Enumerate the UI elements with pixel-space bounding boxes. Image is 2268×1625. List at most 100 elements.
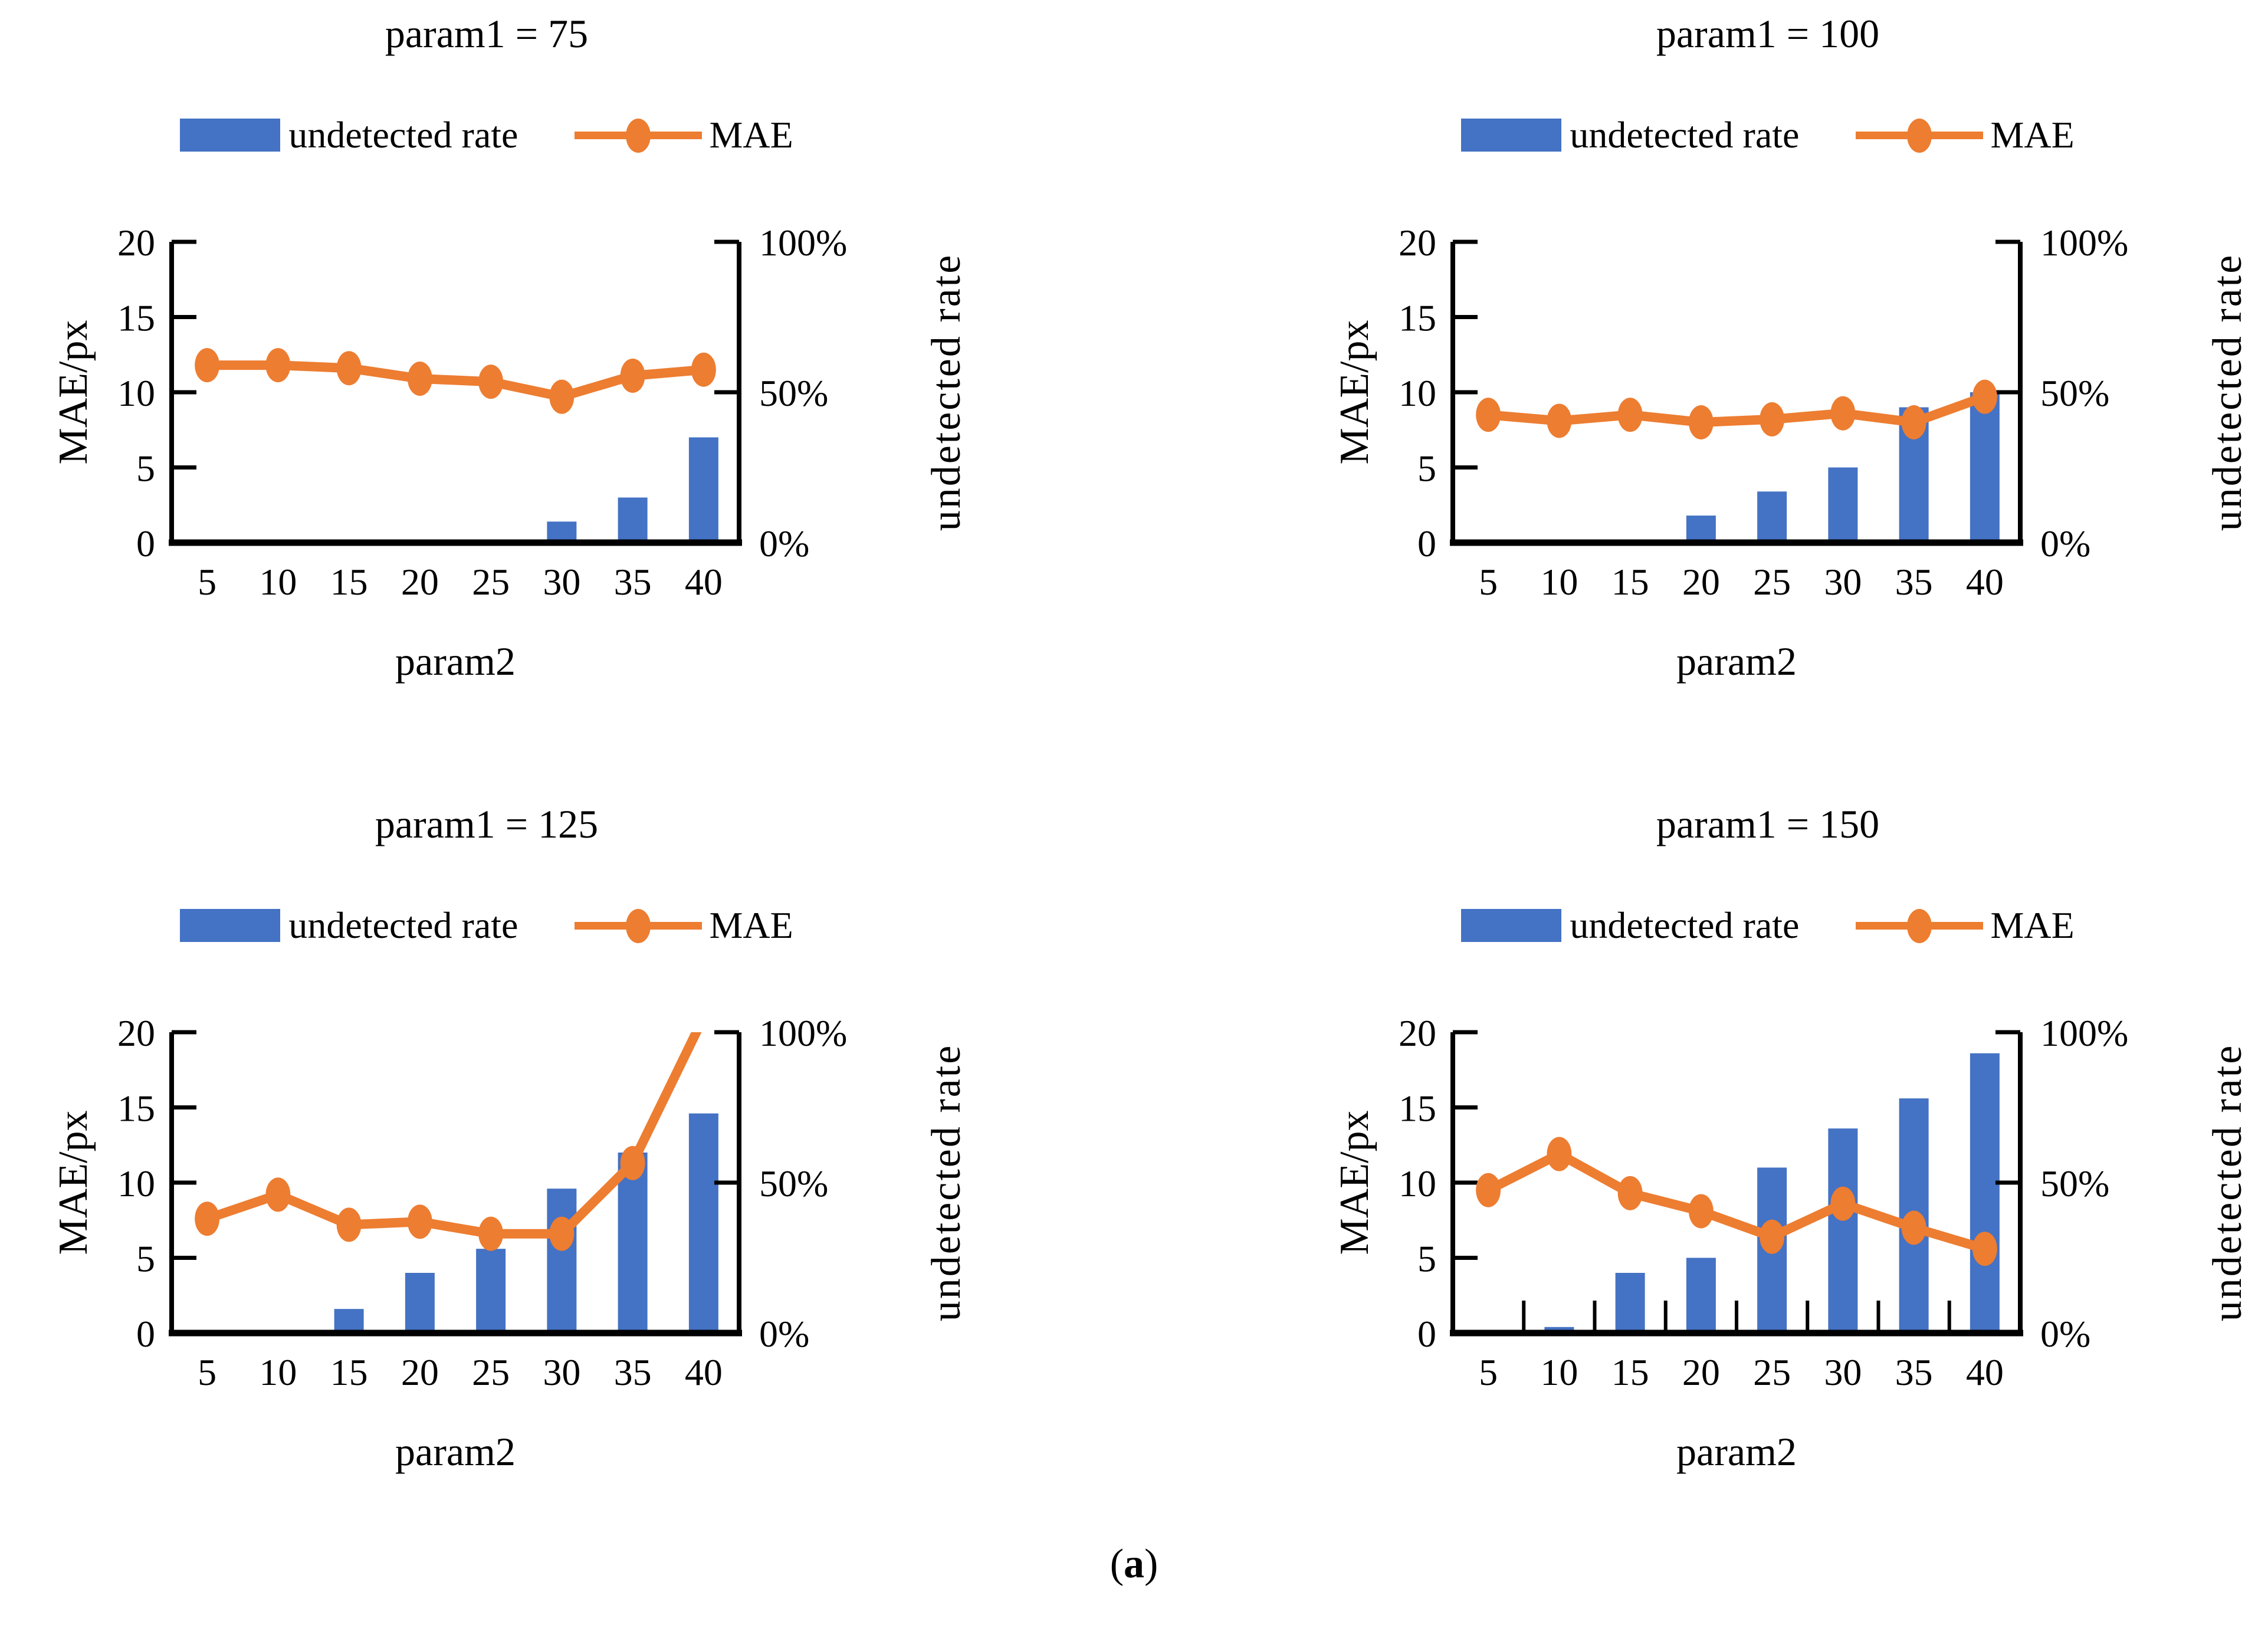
x-axis-title: param2 xyxy=(1676,639,1797,684)
x-axis-tick-label: 5 xyxy=(198,561,216,603)
bar-param2-40 xyxy=(688,1113,718,1333)
chart-panel-param1-125: param1 = 125 undetected rate MAE 0 5 10 15 2… xyxy=(35,796,1050,1581)
chart-legend: undetected rate MAE xyxy=(35,113,938,157)
left-axis-tick-label: 20 xyxy=(1399,1012,1436,1054)
mae-point-param2-35 xyxy=(620,1145,645,1180)
panel-title: param1 = 75 xyxy=(385,11,589,56)
legend-bar-label: undetected rate xyxy=(288,114,518,156)
mae-point-param2-35 xyxy=(1901,405,1926,439)
left-axis-tick-label: 0 xyxy=(136,523,155,564)
caption-letter: a xyxy=(1124,1541,1144,1587)
right-axis-tick-label: 100% xyxy=(2040,222,2128,264)
x-axis-tick-label: 5 xyxy=(198,1351,216,1393)
right-axis-tick-label: 0% xyxy=(759,1313,809,1355)
legend-line-label: MAE xyxy=(709,114,793,156)
right-axis-title: undetected rate xyxy=(2205,253,2250,531)
right-axis-tick-label: 100% xyxy=(2040,1012,2128,1054)
chart-legend: undetected rate MAE xyxy=(1317,113,2219,157)
caption-close-paren: ) xyxy=(1144,1541,1158,1587)
left-axis-tick-label: 15 xyxy=(1399,1088,1436,1130)
mae-point-param2-30 xyxy=(1830,396,1856,431)
right-axis-tick-label: 50% xyxy=(759,1163,828,1204)
chart-canvas: 0 5 10 15 20 0% 50% 100% 5 10 15 20 25 30 35 40 xyxy=(1399,222,2128,603)
right-axis-tick-label: 0% xyxy=(2040,523,2090,564)
legend-line-marker xyxy=(575,904,703,947)
x-axis-tick-label: 20 xyxy=(401,1351,439,1393)
chart-panel-param1-75: param1 = 75 undetected rate MAE 0 5 10 15 20… xyxy=(35,6,1050,790)
mae-point-param2-15 xyxy=(1617,398,1643,432)
bar-param2-15 xyxy=(334,1309,364,1333)
panel-title: param1 = 125 xyxy=(375,802,599,846)
x-axis-tick-label: 25 xyxy=(472,561,510,603)
x-axis-tick-label: 30 xyxy=(1824,1351,1862,1393)
bar-param2-25 xyxy=(476,1249,506,1333)
x-axis-tick-label: 25 xyxy=(1753,561,1791,603)
legend-bar-swatch xyxy=(1461,909,1562,942)
x-axis-title: param2 xyxy=(395,639,516,684)
mae-point-param2-30 xyxy=(549,379,575,414)
legend-bar-label: undetected rate xyxy=(1570,114,1800,156)
legend-line-marker xyxy=(575,114,703,156)
x-axis-tick-label: 5 xyxy=(1479,1351,1498,1393)
left-axis-title: MAE/px xyxy=(51,320,96,465)
right-axis-tick-label: 50% xyxy=(759,372,828,414)
legend-bar-swatch xyxy=(180,119,281,152)
left-axis-title: MAE/px xyxy=(1332,320,1377,465)
x-axis-title: param2 xyxy=(395,1429,516,1474)
bar-param2-25 xyxy=(1757,491,1787,543)
dot-marker-icon xyxy=(626,119,651,153)
x-axis-tick-label: 35 xyxy=(1895,1351,1933,1393)
bar-param2-15 xyxy=(1615,1273,1645,1333)
legend-line-label: MAE xyxy=(709,904,793,946)
mae-point-param2-10 xyxy=(1547,403,1572,438)
x-axis-tick-label: 40 xyxy=(685,561,723,603)
x-axis-tick-label: 10 xyxy=(259,1351,297,1393)
x-axis-tick-label: 25 xyxy=(472,1351,510,1393)
left-axis-tick-label: 10 xyxy=(117,372,155,414)
x-axis-tick-label: 5 xyxy=(1479,561,1498,603)
panel-title: param1 = 150 xyxy=(1656,802,1880,846)
right-axis-tick-label: 100% xyxy=(759,222,847,264)
x-axis-tick-label: 15 xyxy=(330,1351,368,1393)
right-axis-title: undetected rate xyxy=(924,253,969,531)
left-axis-tick-label: 20 xyxy=(117,222,155,264)
bar-param2-30 xyxy=(547,521,577,543)
bar-param2-40 xyxy=(688,437,718,543)
mae-point-param2-25 xyxy=(478,1216,504,1251)
left-axis-tick-label: 0 xyxy=(1417,523,1436,564)
right-axis-tick-label: 0% xyxy=(2040,1313,2090,1355)
chart-legend: undetected rate MAE xyxy=(1317,904,2219,947)
x-axis-tick-label: 40 xyxy=(1966,561,2004,603)
mae-point-param2-10 xyxy=(1547,1137,1572,1171)
x-axis-tick-label: 10 xyxy=(1540,561,1578,603)
chart-canvas: 0 5 10 15 20 0% 50% 100% 5 10 15 20 25 30 35 40 xyxy=(117,1012,847,1393)
left-axis-tick-label: 5 xyxy=(1417,448,1436,490)
dot-marker-icon xyxy=(1907,119,1932,153)
x-axis-tick-label: 30 xyxy=(1824,561,1862,603)
mae-point-param2-20 xyxy=(407,362,432,396)
mae-point-param2-40 xyxy=(1972,1232,1997,1266)
bar-param2-40 xyxy=(1970,392,2000,543)
x-axis-tick-label: 30 xyxy=(543,561,580,603)
right-axis-title: undetected rate xyxy=(2205,1043,2250,1322)
right-axis-tick-label: 100% xyxy=(759,1012,847,1054)
mae-point-param2-25 xyxy=(478,365,504,399)
mae-point-param2-25 xyxy=(1760,1219,1785,1254)
mae-point-param2-30 xyxy=(1830,1186,1856,1221)
bar-param2-40 xyxy=(1970,1053,2000,1333)
panel-title: param1 = 100 xyxy=(1656,11,1880,56)
left-axis-title: MAE/px xyxy=(51,1110,96,1255)
x-axis-tick-label: 35 xyxy=(614,561,652,603)
legend-line-label: MAE xyxy=(1990,904,2075,946)
left-axis-tick-label: 5 xyxy=(1417,1238,1436,1280)
mae-point-param2-40 xyxy=(691,352,716,387)
bar-param2-35 xyxy=(618,1153,648,1333)
mae-point-param2-20 xyxy=(1688,405,1714,439)
left-axis-tick-label: 10 xyxy=(117,1163,155,1204)
x-axis-tick-label: 40 xyxy=(685,1351,723,1393)
chart-canvas: 0 5 10 15 20 0% 50% 100% 5 10 15 20 25 30 35 40 xyxy=(117,222,847,603)
mae-point-param2-15 xyxy=(336,1207,362,1242)
x-axis-tick-label: 15 xyxy=(1611,561,1649,603)
mae-point-param2-20 xyxy=(407,1204,432,1239)
mae-point-param2-35 xyxy=(1901,1210,1926,1245)
